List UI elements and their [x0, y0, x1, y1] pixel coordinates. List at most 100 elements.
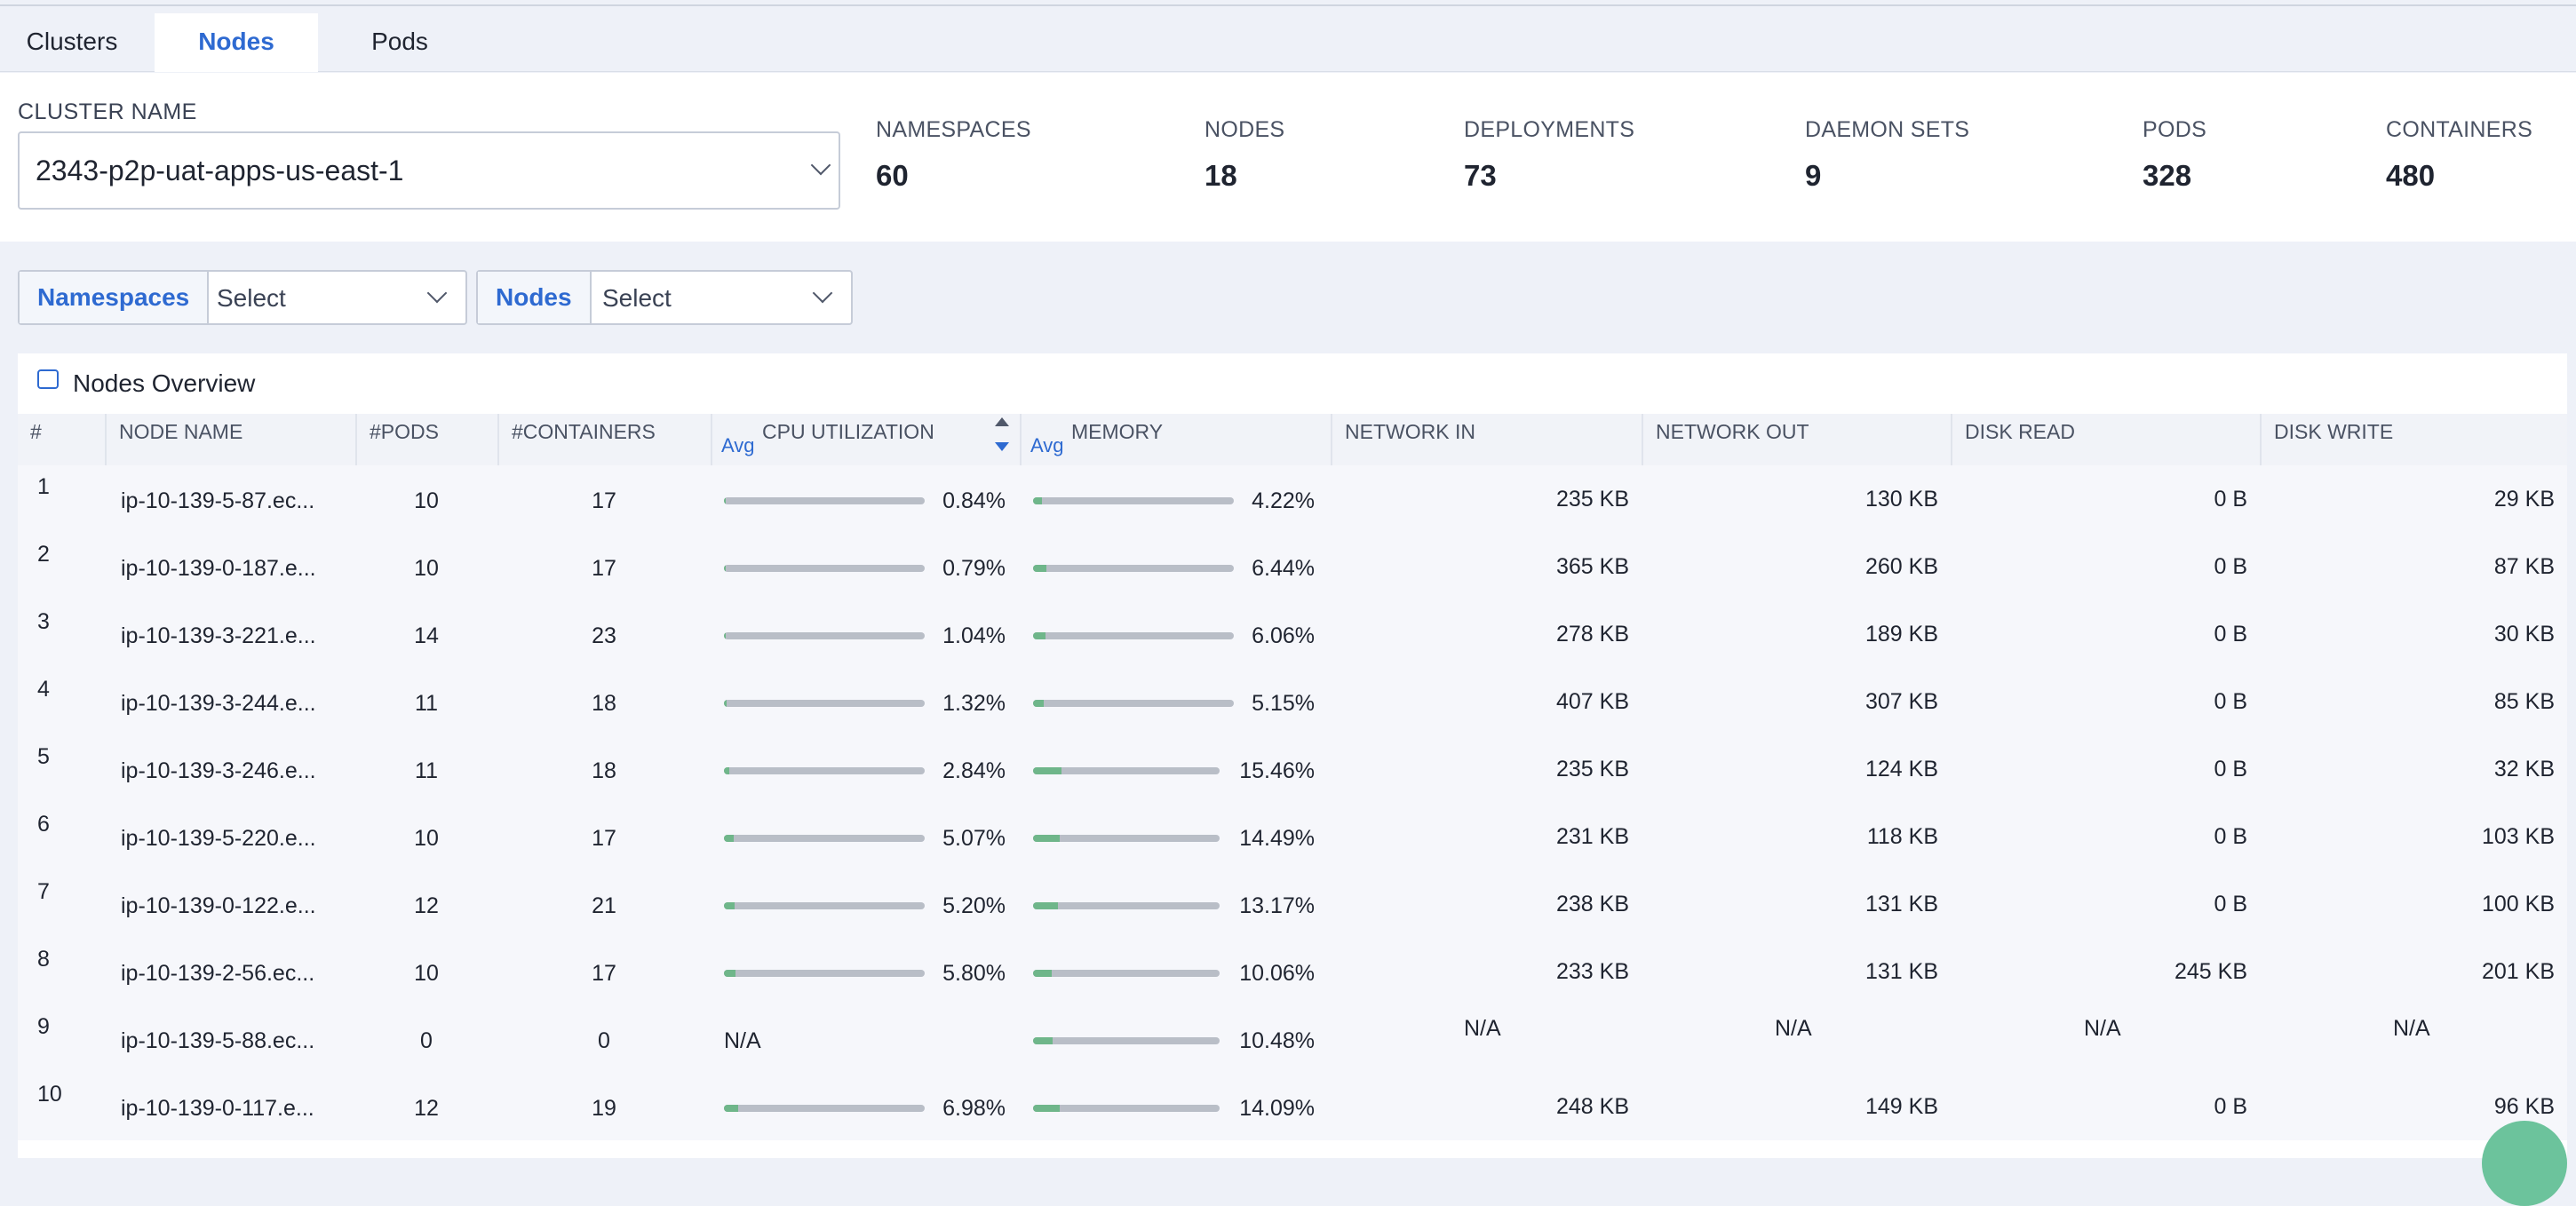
disk-write-value: 87 KB	[2493, 554, 2555, 579]
table-row[interactable]: 10 ip-10-139-0-117.e... 12 19 6.98% 14.09% 248…	[18, 1073, 2567, 1140]
chevron-down-icon	[812, 282, 833, 304]
header-network-out[interactable]: NETWORK OUT	[1642, 414, 1951, 465]
node-name: ip-10-139-0-117.e...	[121, 1096, 314, 1121]
stat-value: 18	[1205, 159, 1237, 192]
memory-fill	[1033, 970, 1053, 977]
table-row[interactable]: 6 ip-10-139-5-220.e... 10 17 5.07% 14.49% 231 …	[18, 803, 2567, 870]
stat-value: 9	[1805, 159, 1822, 192]
stat-nodes: NODES 18	[1205, 117, 1284, 193]
row-index: 5	[37, 744, 50, 769]
containers-count: 19	[592, 1096, 616, 1121]
header-pods[interactable]: #PODS	[355, 414, 497, 465]
network-out-value: 149 KB	[1864, 1094, 1938, 1119]
pods-count: 14	[414, 623, 439, 648]
memory-bar	[1033, 902, 1220, 909]
namespaces-select-value: Select	[217, 284, 286, 312]
cpu-utilization-bar	[724, 835, 925, 842]
cpu-utilization-value: 2.84%	[942, 758, 1006, 783]
cluster-select[interactable]: 2343-p2p-uat-apps-us-east-1	[18, 131, 840, 210]
pods-count: 11	[415, 691, 438, 716]
table-row[interactable]: 7 ip-10-139-0-122.e... 12 21 5.20% 13.17% 238 …	[18, 870, 2567, 938]
nodes-filter[interactable]: Nodes Select	[476, 270, 853, 325]
cpu-utilization-fill	[724, 497, 726, 504]
network-out-value: 131 KB	[1864, 959, 1938, 984]
network-out-value: 131 KB	[1864, 892, 1938, 916]
row-index: 3	[37, 609, 50, 634]
node-name: ip-10-139-3-221.e...	[121, 623, 316, 648]
memory-bar	[1033, 767, 1220, 774]
cpu-utilization-fill	[724, 767, 730, 774]
memory-bar	[1033, 700, 1234, 707]
disk-read-value: N/A	[2084, 1016, 2121, 1041]
table-row[interactable]: 2 ip-10-139-0-187.e... 10 17 0.79% 6.44% 365 K…	[18, 533, 2567, 600]
chat-button[interactable]	[2482, 1121, 2567, 1206]
nodes-filter-label: Nodes	[478, 272, 592, 323]
cpu-avg-label: Avg	[721, 434, 755, 456]
network-in-value: 235 KB	[1555, 487, 1629, 512]
table-row[interactable]: 8 ip-10-139-2-56.ec... 10 17 5.80% 10.06% 233 …	[18, 938, 2567, 1005]
memory-fill	[1033, 632, 1046, 639]
memory-value: 14.49%	[1239, 826, 1315, 851]
sort-up-icon[interactable]	[995, 417, 1009, 426]
chevron-down-icon	[810, 155, 831, 176]
containers-count: 0	[598, 1028, 610, 1053]
tab-pods[interactable]: Pods	[371, 28, 428, 55]
namespaces-filter[interactable]: Namespaces Select	[18, 270, 467, 325]
table-row[interactable]: 5 ip-10-139-3-246.e... 11 18 2.84% 15.46% 235 …	[18, 735, 2567, 803]
node-name: ip-10-139-3-244.e...	[121, 691, 316, 716]
node-name: ip-10-139-0-122.e...	[121, 893, 316, 918]
cluster-summary: CLUSTER NAME 2343-p2p-uat-apps-us-east-1…	[0, 73, 2576, 242]
network-out-value: 260 KB	[1864, 554, 1938, 579]
node-name: ip-10-139-5-88.ec...	[121, 1028, 315, 1053]
table-row[interactable]: 3 ip-10-139-3-221.e... 14 23 1.04% 6.06% 278 K…	[18, 600, 2567, 668]
memory-fill	[1033, 902, 1058, 909]
row-index: 2	[37, 542, 50, 567]
cpu-utilization-bar	[724, 700, 925, 707]
cpu-utilization-fill	[724, 632, 727, 639]
table-row[interactable]: 4 ip-10-139-3-244.e... 11 18 1.32% 5.15% 407 K…	[18, 668, 2567, 735]
cpu-utilization-value: 5.80%	[942, 961, 1006, 986]
memory-bar	[1033, 497, 1234, 504]
header-memory[interactable]: Avg MEMORY	[1020, 414, 1331, 465]
header-disk-read[interactable]: DISK READ	[1951, 414, 2260, 465]
table-row[interactable]: 9 ip-10-139-5-88.ec... 0 0 N/A 10.48% N/A N/A N/…	[18, 1005, 2567, 1073]
cpu-utilization-bar	[724, 970, 925, 977]
node-name: ip-10-139-0-187.e...	[121, 556, 316, 581]
memory-bar	[1033, 970, 1220, 977]
stat-label: PODS	[2143, 117, 2207, 142]
tab-nodes[interactable]: Nodes	[155, 13, 318, 72]
header-cpu[interactable]: Avg CPU UTILIZATION	[711, 414, 1020, 465]
disk-write-value: 100 KB	[2481, 892, 2555, 916]
cpu-utilization-value: 0.79%	[942, 556, 1006, 581]
memory-value: 5.15%	[1252, 691, 1315, 716]
stat-value: 73	[1464, 159, 1497, 192]
table-row[interactable]: 1 ip-10-139-5-87.ec... 10 17 0.84% 4.22% 235 K…	[18, 465, 2567, 533]
memory-value: 10.48%	[1239, 1028, 1315, 1053]
pods-count: 11	[415, 758, 438, 783]
cpu-utilization-value: 1.04%	[942, 623, 1006, 648]
memory-value: 10.06%	[1239, 961, 1315, 986]
header-network-in[interactable]: NETWORK IN	[1331, 414, 1642, 465]
cpu-utilization-value: N/A	[724, 1028, 761, 1053]
chevron-down-icon	[426, 282, 448, 304]
pods-count: 10	[414, 488, 439, 513]
memory-value: 6.44%	[1252, 556, 1315, 581]
network-out-value: N/A	[1775, 1016, 1812, 1041]
network-in-value: 407 KB	[1555, 689, 1629, 714]
memory-value: 14.09%	[1239, 1096, 1315, 1121]
header-node-name[interactable]: NODE NAME	[105, 414, 355, 465]
disk-write-value: 103 KB	[2481, 824, 2555, 849]
stat-value: 328	[2143, 159, 2192, 192]
tab-clusters[interactable]: Clusters	[26, 28, 118, 55]
stat-daemon-sets: DAEMON SETS 9	[1805, 117, 1969, 193]
cpu-utilization-bar	[724, 1105, 925, 1112]
containers-count: 18	[592, 758, 616, 783]
cpu-utilization-bar	[724, 767, 925, 774]
sort-down-icon[interactable]	[995, 442, 1009, 451]
header-containers[interactable]: #CONTAINERS	[497, 414, 711, 465]
memory-bar	[1033, 632, 1234, 639]
memory-value: 13.17%	[1239, 893, 1315, 918]
network-out-value: 124 KB	[1864, 757, 1938, 782]
header-index: #	[30, 420, 42, 443]
header-disk-write[interactable]: DISK WRITE	[2260, 414, 2567, 465]
